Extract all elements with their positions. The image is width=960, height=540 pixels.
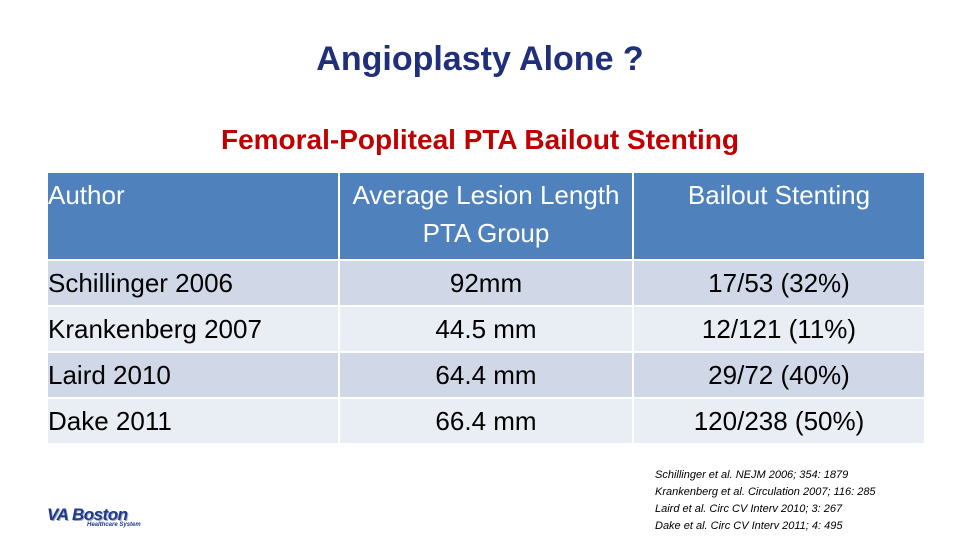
- cell-author: Dake 2011: [48, 398, 340, 445]
- reference-item: Laird et al. Circ CV Interv 2010; 3: 267: [655, 503, 843, 515]
- table-row: Laird 2010 64.4 mm 29/72 (40%): [48, 352, 926, 399]
- table-header-row: Author Average Lesion Length PTA Group B…: [48, 173, 926, 261]
- cell-lesion-length: 92mm: [339, 260, 634, 307]
- slide-subtitle: Femoral-Popliteal PTA Bailout Stenting: [220, 124, 740, 155]
- slide-title: Angioplasty Alone ?: [316, 40, 644, 78]
- reference-item: Schillinger et al. NEJM 2006; 354: 1879: [655, 469, 849, 481]
- table-row: Krankenberg 2007 44.5 mm 12/121 (11%): [48, 306, 926, 353]
- cell-lesion-length: 64.4 mm: [339, 352, 634, 399]
- references: Schillinger et al. NEJM 2006; 354: 1879 …: [655, 467, 955, 535]
- cell-bailout-stenting: 17/53 (32%): [633, 260, 926, 307]
- reference-item: Dake et al. Circ CV Interv 2011; 4: 495: [655, 520, 843, 532]
- table-row: Dake 2011 66.4 mm 120/238 (50%): [48, 398, 926, 445]
- cell-bailout-stenting: 29/72 (40%): [633, 352, 926, 399]
- logo-subtitle: Healthcare System: [87, 522, 141, 528]
- header-author: Author: [48, 173, 340, 261]
- reference-item: Krankenberg et al. Circulation 2007; 116…: [655, 486, 876, 498]
- va-boston-logo: VA Boston Healthcare System: [47, 506, 167, 534]
- cell-bailout-stenting: 120/238 (50%): [633, 398, 926, 445]
- header-bailout-stenting: Bailout Stenting: [633, 173, 926, 261]
- cell-lesion-length: 66.4 mm: [339, 398, 634, 445]
- cell-author: Schillinger 2006: [48, 260, 340, 307]
- table-row: Schillinger 2006 92mm 17/53 (32%): [48, 260, 926, 307]
- header-lesion-length: Average Lesion Length PTA Group: [339, 173, 634, 261]
- cell-lesion-length: 44.5 mm: [339, 306, 634, 353]
- results-table: Author Average Lesion Length PTA Group B…: [48, 173, 926, 445]
- cell-bailout-stenting: 12/121 (11%): [633, 306, 926, 353]
- logo-brand: VA Boston: [47, 505, 128, 524]
- cell-author: Krankenberg 2007: [48, 306, 340, 353]
- cell-author: Laird 2010: [48, 352, 340, 399]
